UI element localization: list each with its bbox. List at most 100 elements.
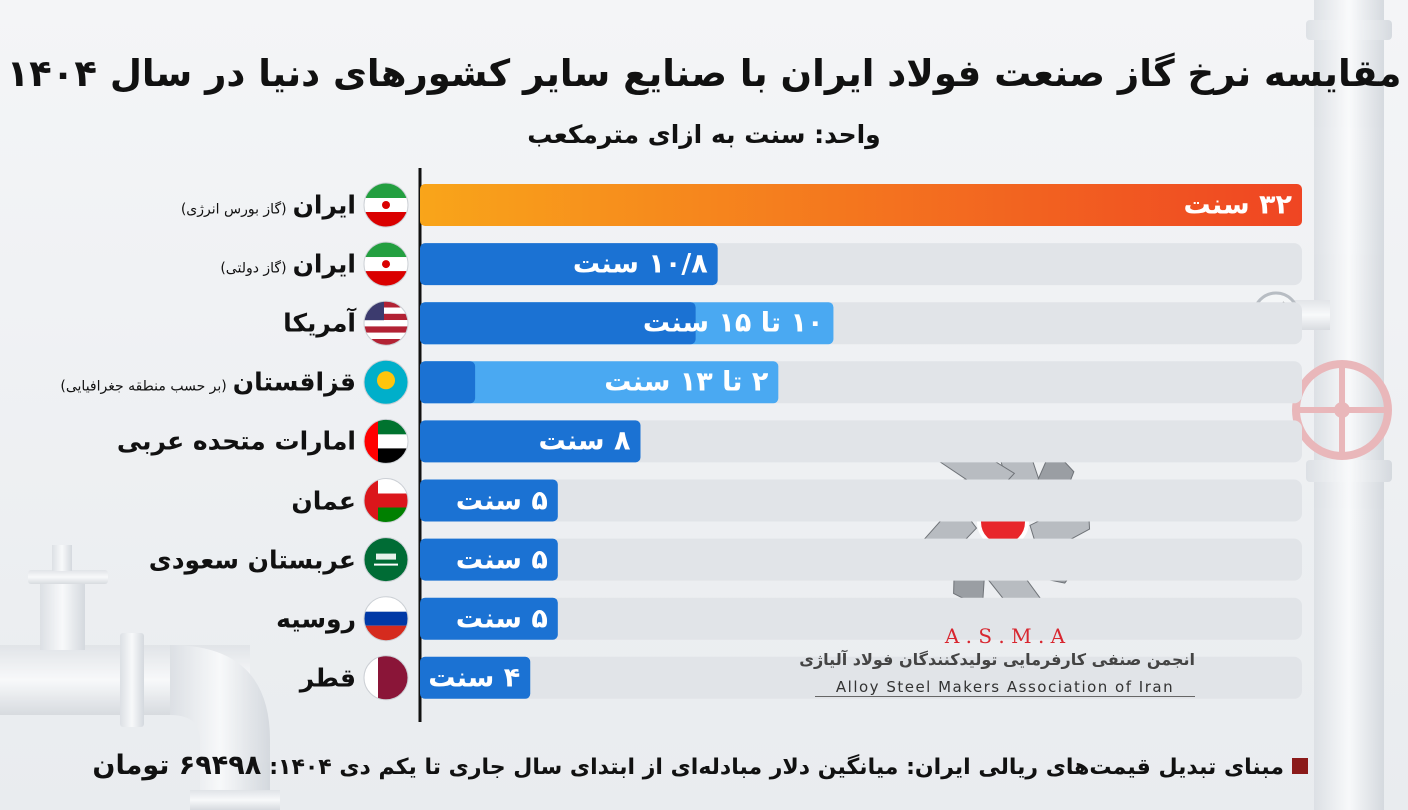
flag-part <box>377 371 395 390</box>
category-name: عربستان سعودی <box>148 545 356 575</box>
flag <box>363 596 409 642</box>
footnote-value: ۶۹۴۹۸ تومان <box>92 750 262 781</box>
bar <box>420 361 476 404</box>
flag-part <box>364 596 408 612</box>
value-label: ۳۲ سنت <box>1183 189 1292 221</box>
bar <box>420 538 558 581</box>
flag <box>363 359 409 405</box>
flag-part <box>364 183 408 198</box>
flag <box>363 478 409 523</box>
flag-part <box>364 611 408 626</box>
value-label: ۸ سنت <box>538 425 631 457</box>
flag-body <box>364 537 408 582</box>
category-name: روسیه <box>276 604 356 634</box>
flag-part <box>364 271 408 287</box>
category-name: عمان <box>291 486 356 515</box>
flag-part <box>374 563 398 566</box>
category-name: قطر <box>299 663 356 693</box>
category-label: امارات متحده عربی <box>117 427 356 456</box>
category-name: ایران <box>292 249 356 279</box>
flag-part <box>376 553 396 560</box>
bar <box>420 184 1302 226</box>
footnote-text: مبنای تبدیل قیمت‌های ریالی ایران: میانگی… <box>269 755 1284 780</box>
flag-part <box>364 339 408 346</box>
flag-body <box>364 655 408 700</box>
flag-part <box>382 201 390 209</box>
category-label: عمان <box>291 486 356 515</box>
category-note: (گاز بورس انرژی) <box>180 201 287 218</box>
flag-rim <box>363 478 409 523</box>
flag <box>363 537 409 583</box>
flag-part <box>364 307 408 314</box>
value-label: ۵ سنت <box>455 485 548 516</box>
logo-name-en: Alloy Steel Makers Association of Iran <box>815 678 1195 697</box>
flag-body <box>364 596 408 641</box>
value-label: ۵ سنت <box>455 603 548 635</box>
value-label: ۲ تا ۱۳ سنت <box>604 366 769 398</box>
range-bar <box>420 361 779 404</box>
bar <box>420 420 641 463</box>
value-label: ۵ سنت <box>455 544 548 576</box>
footnote: مبنای تبدیل قیمت‌های ریالی ایران: میانگی… <box>92 750 1308 781</box>
category-label: قطر <box>300 663 356 692</box>
bar <box>420 656 531 699</box>
chart-subtitle: واحد: سنت به ازای مترمکعب <box>527 120 881 149</box>
flag <box>363 241 409 287</box>
flag-body <box>364 419 408 464</box>
flag-part <box>378 507 408 523</box>
logo-acronym: A . S . M . A <box>944 624 1066 648</box>
flag-part <box>364 332 408 339</box>
flag-part <box>378 478 408 494</box>
bar <box>420 479 558 522</box>
flag-rim <box>363 182 409 228</box>
flag-part <box>364 419 378 464</box>
value-label: ۱۰/۸ سنت <box>572 248 708 280</box>
flag-part <box>364 625 408 641</box>
flag-part <box>364 655 378 700</box>
value-label: ۴ سنت <box>428 662 521 694</box>
flag <box>363 655 409 701</box>
bar <box>420 243 718 286</box>
flag-body <box>364 183 408 227</box>
bar <box>420 302 696 345</box>
category-name: آمریکا <box>283 308 356 338</box>
flag-part <box>364 301 408 308</box>
value-label: ۱۰ تا ۱۵ سنت <box>642 307 824 339</box>
flag-rim <box>363 300 409 346</box>
logo-name-fa: انجمن صنفی کارفرمایی تولیدکنندگان فولاد … <box>799 650 1195 669</box>
bar-track <box>420 538 1302 581</box>
category-label: ایران (گاز بورس انرژی) <box>181 191 356 220</box>
flag-body <box>364 360 408 405</box>
chart-title: مقایسه نرخ گاز صنعت فولاد ایران با صنایع… <box>6 52 1402 95</box>
flag-rim <box>363 359 409 405</box>
flag-rim <box>363 596 409 642</box>
category-label: عربستان سعودی <box>149 545 356 574</box>
category-note: (گاز دولتی) <box>220 260 287 277</box>
flag-part <box>364 326 408 333</box>
category-label: ایران (گاز دولتی) <box>220 250 356 279</box>
flag-rim <box>363 418 409 464</box>
flag-part <box>364 242 408 258</box>
flag-part <box>364 301 384 321</box>
flag <box>363 182 409 228</box>
bar-track <box>420 656 1302 699</box>
category-name: ایران <box>292 190 356 220</box>
flag <box>363 300 409 346</box>
bar-track <box>420 597 1302 640</box>
flag-body <box>364 242 408 287</box>
flag-part <box>364 313 408 321</box>
flag-rim <box>363 241 409 287</box>
flag-part <box>382 260 390 269</box>
flag <box>363 418 409 464</box>
bullet <box>1292 757 1308 774</box>
category-label: قزاقستان (بر حسب منطقه جغرافیایی) <box>60 368 356 397</box>
category-label: روسیه <box>276 604 356 633</box>
flag-rim <box>363 655 409 701</box>
bar-track <box>420 479 1302 522</box>
flag-part <box>364 212 408 227</box>
category-label: آمریکا <box>283 309 356 338</box>
category-note: (بر حسب منطقه جغرافیایی) <box>60 378 227 395</box>
